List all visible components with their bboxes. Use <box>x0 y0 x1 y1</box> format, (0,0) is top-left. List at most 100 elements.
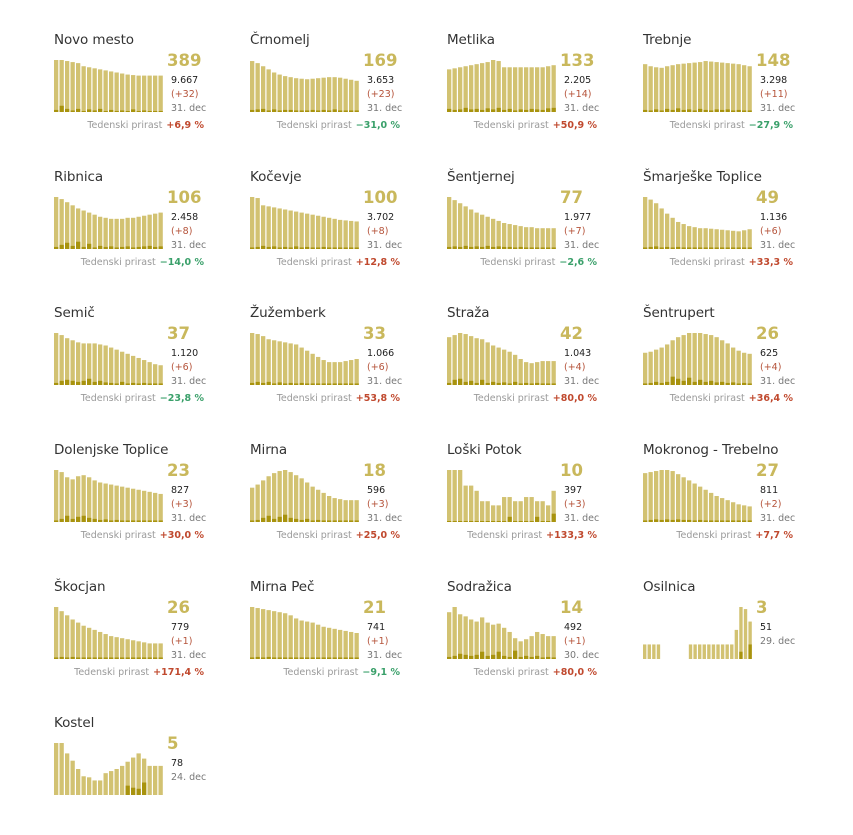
bar-new <box>535 516 540 522</box>
date-label: 31. dec <box>367 376 403 387</box>
bar-total <box>321 216 326 249</box>
municipality-card: Črnomelj 169 3.653 (+23) 31. dec Tedenski pri… <box>250 32 410 152</box>
weekly-growth: Tedenski prirast +80,0 % <box>474 667 597 678</box>
bar-total <box>720 62 725 112</box>
bar-new <box>535 247 540 249</box>
municipality-card: Osilnica 3 51 29. dec <box>643 579 803 699</box>
active-cases-value: 133 <box>560 51 595 70</box>
bar-total <box>354 80 359 112</box>
bar-total <box>707 644 711 659</box>
bar-total <box>103 70 108 112</box>
bar-new <box>305 246 310 249</box>
bar-total <box>747 353 752 385</box>
daily-change-value: (+8) <box>171 226 193 237</box>
bar-new <box>354 247 359 249</box>
daily-change-value: (+6) <box>367 362 389 373</box>
weekly-growth-label: Tedenski prirast <box>276 257 352 268</box>
bar-total <box>338 219 343 249</box>
bar-total <box>703 228 708 249</box>
bar-total <box>458 470 463 522</box>
bar-new <box>310 247 315 249</box>
bar-new <box>463 654 468 659</box>
bar-total <box>261 205 266 249</box>
trend-chart <box>54 333 164 385</box>
bar-total <box>452 607 457 659</box>
bar-new <box>491 246 496 249</box>
bar-total <box>54 60 59 112</box>
municipality-card: Mokronog - Trebelno 27 811 (+2) 31. dec Teden… <box>643 442 803 562</box>
bar-new <box>463 245 468 249</box>
bar-total <box>327 362 332 385</box>
bar-total <box>676 64 681 112</box>
bar-new <box>131 657 136 659</box>
total-cases-value: 779 <box>171 622 190 633</box>
bar-new <box>665 108 670 112</box>
bar-total <box>310 622 315 659</box>
bar-total <box>54 333 59 385</box>
bar-total <box>81 210 86 249</box>
bar-total <box>266 206 271 249</box>
municipality-name: Dolenjske Toplice <box>54 442 169 458</box>
daily-change-value: (+23) <box>367 89 395 100</box>
bar-new <box>524 655 529 659</box>
bar-new <box>153 657 158 659</box>
bar-total <box>524 227 529 249</box>
bar-new <box>98 657 103 659</box>
bar-total <box>59 335 64 385</box>
bar-new <box>648 246 653 249</box>
bar-total <box>496 220 501 249</box>
weekly-growth-label: Tedenski prirast <box>669 257 745 268</box>
bar-new <box>338 520 343 522</box>
total-cases-value: 3.298 <box>760 75 788 86</box>
bar-total <box>147 491 152 522</box>
bar-new <box>81 110 86 112</box>
trend-chart <box>250 60 360 112</box>
bar-new <box>266 381 271 385</box>
bar-total <box>343 78 348 112</box>
bar-total <box>447 197 452 249</box>
bar-total <box>283 470 288 522</box>
bar-new <box>654 519 659 522</box>
bar-total <box>731 502 736 522</box>
bar-total <box>491 60 496 112</box>
bar-total <box>65 477 70 522</box>
bar-total <box>496 505 501 522</box>
bar-new <box>65 657 70 659</box>
bar-total <box>687 226 692 249</box>
bar-total <box>742 505 747 522</box>
bar-total <box>698 333 703 385</box>
bar-total <box>153 492 158 522</box>
active-cases-value: 10 <box>560 461 583 480</box>
bar-new <box>507 656 512 659</box>
bar-total <box>147 643 152 659</box>
bar-total <box>125 761 130 795</box>
bar-new <box>136 788 141 795</box>
bar-new <box>452 246 457 249</box>
bar-new <box>491 381 496 385</box>
date-label: 31. dec <box>760 376 796 387</box>
bar-new <box>747 520 752 522</box>
bar-total <box>142 642 147 659</box>
bar-total <box>321 360 326 385</box>
bar-total <box>272 207 277 249</box>
bar-total <box>158 643 163 659</box>
municipality-name: Kočevje <box>250 169 302 185</box>
bar-total <box>452 200 457 249</box>
municipality-name: Novo mesto <box>54 32 134 48</box>
weekly-growth-label: Tedenski prirast <box>80 530 156 541</box>
bar-total <box>648 351 653 385</box>
bar-new <box>731 520 736 522</box>
bar-total <box>349 79 354 112</box>
bar-new <box>676 246 681 249</box>
bar-total <box>485 216 490 249</box>
bar-total <box>703 334 708 385</box>
bar-total <box>742 352 747 385</box>
bar-total <box>288 77 293 112</box>
daily-change-value: (+3) <box>564 499 586 510</box>
bar-total <box>676 337 681 385</box>
bar-total <box>261 480 266 522</box>
bar-new <box>513 247 518 249</box>
bar-total <box>310 486 315 522</box>
bar-new <box>250 520 255 522</box>
bar-new <box>731 110 736 112</box>
